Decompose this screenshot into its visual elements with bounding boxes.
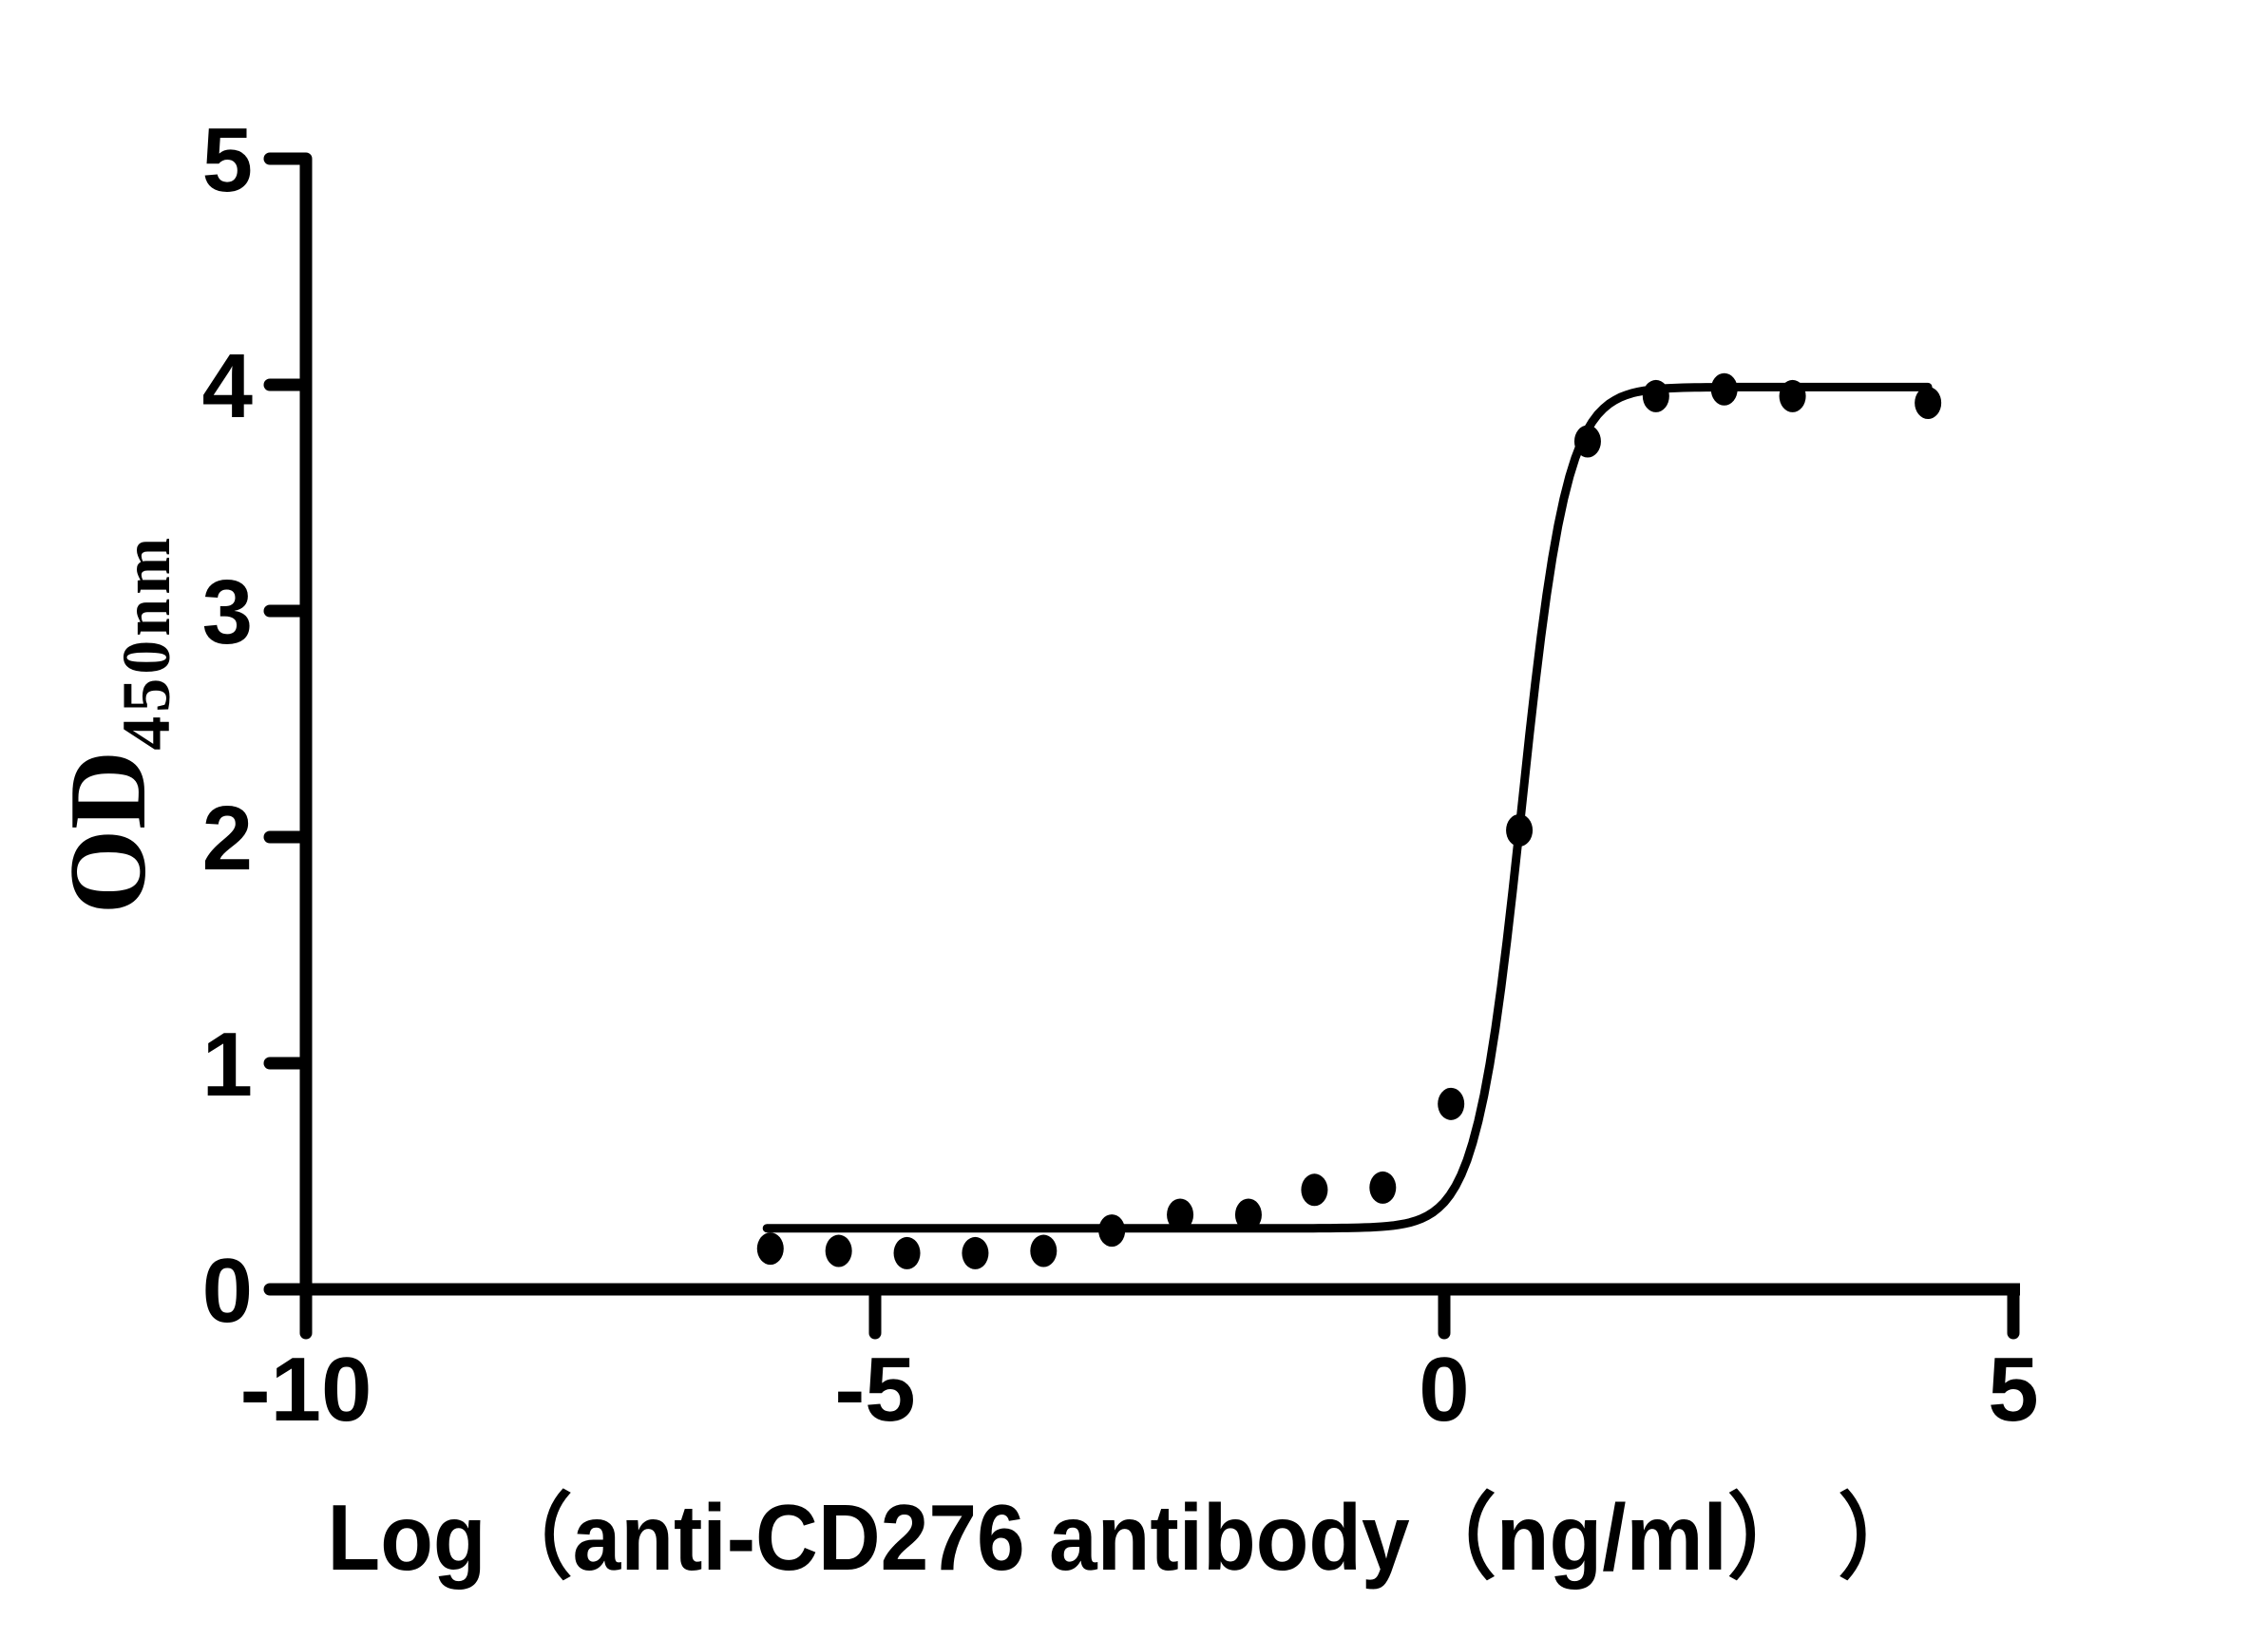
axes-layer: 0 1 2 3 4 5 -10 -5 0 5 (202, 109, 2039, 1440)
y-tick-label: 5 (202, 109, 253, 211)
data-point (1369, 1171, 1397, 1204)
data-point (1167, 1198, 1194, 1231)
data-point (825, 1234, 852, 1267)
data-point (1573, 425, 1601, 458)
x-axis-title: Log（anti-CD276 antibody（ng/ml） ） (328, 1486, 1925, 1591)
data-point (1438, 1087, 1465, 1120)
x-tick-label: -10 (240, 1339, 372, 1440)
y-axis-title-subscript: 450nm (108, 534, 184, 751)
data-point (1301, 1173, 1328, 1207)
data-point (1506, 813, 1534, 847)
data-point (1642, 379, 1669, 412)
fit-curve (762, 382, 1933, 1233)
data-point (1779, 379, 1806, 412)
data-point (1915, 387, 1942, 420)
y-tick-label: 3 (202, 562, 253, 663)
x-tick-label: 5 (1988, 1339, 2038, 1440)
data-point (893, 1236, 921, 1269)
y-axis-title: OD450nm (48, 534, 184, 915)
y-axis-title-main: OD (48, 751, 168, 915)
x-tick-label: 0 (1419, 1339, 1469, 1440)
data-point (756, 1232, 784, 1266)
fit-curve-layer (762, 382, 1933, 1233)
data-point (1710, 372, 1738, 406)
x-tick-label: -5 (834, 1339, 915, 1440)
data-point (962, 1236, 989, 1269)
y-tick-label: 4 (202, 335, 253, 437)
data-point (1234, 1198, 1262, 1231)
y-tick-label: 0 (202, 1240, 253, 1342)
y-tick-label: 1 (202, 1014, 253, 1115)
y-tick-label: 2 (202, 788, 253, 889)
data-point (1030, 1234, 1058, 1267)
data-points-layer (756, 372, 1942, 1269)
data-point (1098, 1214, 1126, 1248)
